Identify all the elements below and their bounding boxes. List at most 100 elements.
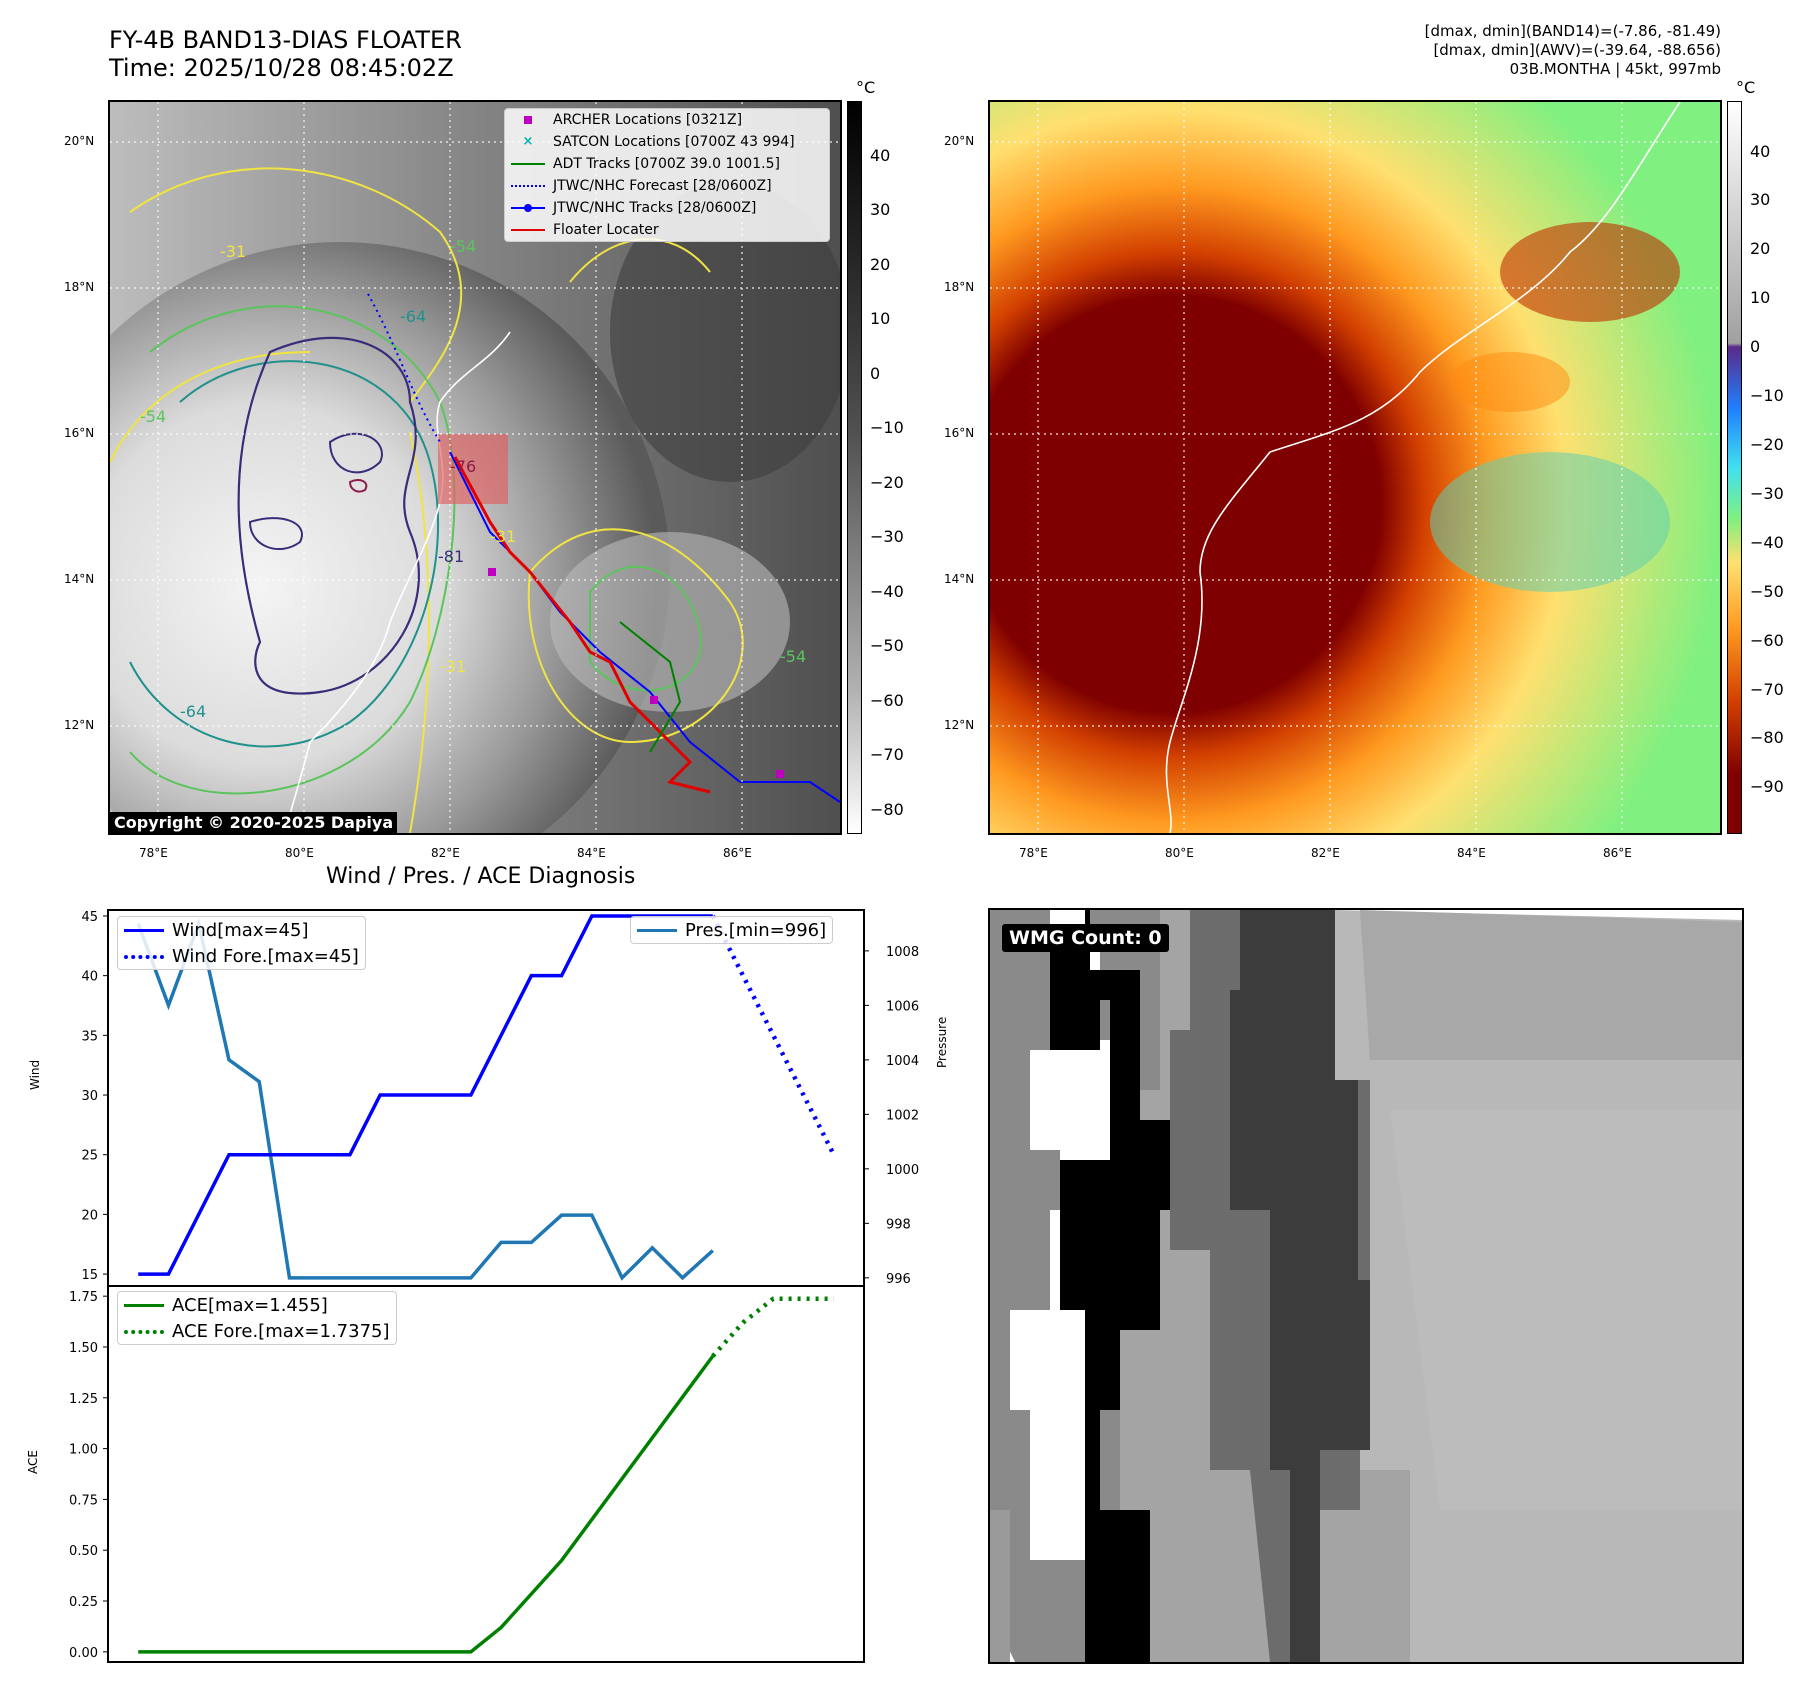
y2-tick-label: 1004 (886, 1054, 919, 1069)
y-tick-label: 25 (81, 1149, 98, 1164)
y2-tick-label: 1000 (886, 1163, 919, 1178)
legend-item-wind-forecast: Wind Fore.[max=45] (118, 943, 365, 969)
contour-label: -81 (438, 547, 464, 566)
legend-label: ACE Fore.[max=1.7375] (172, 1320, 390, 1342)
y-tick-label: 15 (81, 1268, 98, 1283)
colorbar-tick: −80 (870, 800, 904, 819)
legend-label: ACE[max=1.455] (172, 1294, 328, 1316)
colorbar-tick: 40 (870, 146, 891, 165)
left-colorbar-unit: °C (856, 78, 876, 97)
colorbar-tick: −10 (870, 418, 904, 437)
right-colorbar (1727, 101, 1742, 834)
legend-item-pressure: Pres.[min=996] (631, 917, 832, 943)
lon-tick: 78°E (139, 846, 168, 860)
colorbar-tick: −70 (1750, 680, 1784, 699)
legend-item-adt: ADT Tracks [0700Z 39.0 1001.5] (505, 153, 829, 175)
y-tick-label: 1.25 (69, 1392, 98, 1407)
legend-label: JTWC/NHC Tracks [28/0600Z] (553, 200, 757, 216)
pressure-legend: Pres.[min=996] (630, 916, 834, 944)
legend-label: Pres.[min=996] (685, 919, 827, 941)
line-dot-icon (511, 201, 545, 215)
wmg-panel: WMG Count: 0 (988, 908, 1744, 1664)
info-line-1: [dmax, dmin](BAND14)=(-7.86, -81.49) (1424, 22, 1721, 40)
line-icon (511, 157, 545, 171)
colorbar-tick: −20 (870, 473, 904, 492)
legend-label: ARCHER Locations [0321Z] (553, 112, 743, 128)
colorbar-tick: 20 (870, 255, 891, 274)
lat-tick: 16°N (64, 426, 95, 440)
ir-map-panel: -31 -54 -64 -76 -81 -31 -54 -64 -31 -54 … (108, 100, 842, 835)
legend-item-satcon: × SATCON Locations [0700Z 43 994] (505, 131, 829, 153)
legend-item-tracks: JTWC/NHC Tracks [28/0600Z] (505, 197, 829, 219)
diagnosis-title: Wind / Pres. / ACE Diagnosis (326, 864, 636, 889)
contour-label: -54 (450, 237, 476, 256)
legend-label: Wind Fore.[max=45] (172, 945, 359, 967)
colorbar-tick: 10 (870, 309, 891, 328)
y-tick-label: 30 (81, 1089, 98, 1104)
title-line-1: FY-4B BAND13-DIAS FLOATER (109, 26, 462, 54)
wmg-image (990, 910, 1742, 1662)
lon-tick: 78°E (1019, 846, 1048, 860)
y-tick-label: 0.50 (69, 1544, 98, 1559)
wind-axis-label: Wind (28, 1059, 42, 1090)
x-marker-icon: × (522, 134, 534, 149)
colorbar-tick: −60 (870, 691, 904, 710)
ace-legend: ACE[max=1.455] ACE Fore.[max=1.7375] (117, 1291, 397, 1345)
legend-item-floater: Floater Locater (505, 219, 829, 241)
lat-tick: 18°N (64, 280, 95, 294)
colorbar-tick: 40 (1750, 142, 1771, 161)
lon-tick: 86°E (723, 846, 752, 860)
lon-tick: 84°E (577, 846, 606, 860)
y2-tick-label: 996 (886, 1272, 911, 1287)
contour-label: -31 (440, 657, 466, 676)
y-tick-label: 0.00 (69, 1646, 98, 1661)
y-tick-label: 1.75 (69, 1290, 98, 1305)
colorbar-tick: 0 (1750, 337, 1761, 356)
colorbar-tick: −40 (1750, 533, 1784, 552)
legend-item-ace-forecast: ACE Fore.[max=1.7375] (118, 1318, 396, 1344)
legend-item-wind: Wind[max=45] (118, 917, 365, 943)
dotted-line-icon (124, 1324, 164, 1338)
line-icon (637, 923, 677, 937)
legend-item-archer: ARCHER Locations [0321Z] (505, 109, 829, 131)
lon-tick: 80°E (285, 846, 314, 860)
lon-tick: 84°E (1457, 846, 1486, 860)
y-tick-label: 45 (81, 910, 98, 925)
colorbar-tick: 10 (1750, 288, 1771, 307)
colorbar-tick: −30 (870, 527, 904, 546)
contour-label: -54 (140, 407, 166, 426)
title-line-2: Time: 2025/10/28 08:45:02Z (109, 54, 454, 82)
y-tick-label: 1.50 (69, 1341, 98, 1356)
square-marker-icon (511, 113, 545, 127)
lat-tick: 12°N (944, 718, 975, 732)
figure-title: FY-4B BAND13-DIAS FLOATER Time: 2025/10/… (109, 26, 462, 82)
lat-tick: 18°N (944, 280, 975, 294)
y-tick-label: 1.00 (69, 1443, 98, 1458)
left-colorbar (847, 101, 862, 834)
y2-tick-label: 1006 (886, 999, 919, 1014)
y-tick-label: 40 (81, 970, 98, 985)
legend-label: ADT Tracks [0700Z 39.0 1001.5] (553, 156, 780, 172)
y2-tick-label: 1002 (886, 1108, 919, 1123)
info-line-2: [dmax, dmin](AWV)=(-39.64, -88.656) (1433, 41, 1721, 59)
wind-forecast-line (710, 914, 836, 1156)
ace-forecast-line (711, 1296, 834, 1358)
dotted-line-icon (124, 949, 164, 963)
y-tick-label: 0.75 (69, 1493, 98, 1508)
contour-label: -76 (450, 457, 476, 476)
storm-info: [dmax, dmin](BAND14)=(-7.86, -81.49) [dm… (1121, 22, 1721, 79)
contour-label: -31 (220, 242, 246, 261)
dotted-line-icon (511, 179, 545, 193)
colorbar-tick: −70 (870, 745, 904, 764)
contour-label: -64 (180, 702, 206, 721)
legend-item-ace: ACE[max=1.455] (118, 1292, 396, 1318)
pressure-axis-label: Pressure (935, 1016, 949, 1068)
lat-tick: 14°N (944, 572, 975, 586)
y2-tick-label: 1008 (886, 945, 919, 960)
lon-tick: 82°E (431, 846, 460, 860)
wind-legend: Wind[max=45] Wind Fore.[max=45] (117, 916, 366, 970)
colorbar-tick: −40 (870, 582, 904, 601)
legend-label: Floater Locater (553, 222, 659, 238)
colorbar-tick: 30 (1750, 190, 1771, 209)
contour-label: -31 (490, 527, 516, 546)
